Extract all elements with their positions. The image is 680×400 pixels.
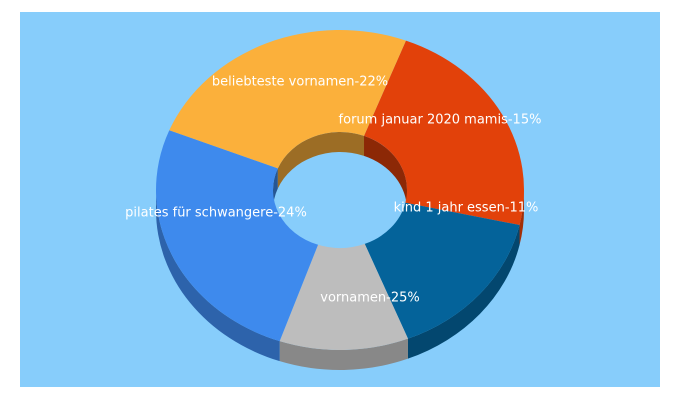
slice-sides [156,190,524,371]
inner-hole-wall [273,132,407,210]
slice-kind-1-jahr-essen [279,243,408,350]
slice-forum-januar-2020-mamis [364,202,520,339]
slice-pilates-f-r-schwangere [169,30,406,169]
slice-side-0 [519,190,524,246]
slice-label-4: pilates für schwangere-24% [125,206,307,221]
inner-wall-4 [277,132,365,189]
inner-wall-3 [273,168,278,210]
slice-labels: beliebteste vornamen-22% forum januar 202… [125,75,541,306]
slice-side-2 [279,338,408,371]
slice-beliebteste-vornamen [364,40,524,226]
slice-label-2: kind 1 jahr essen-11% [394,201,539,216]
slice-side-3 [156,190,280,362]
slice-tops [155,30,524,350]
inner-wall-0 [364,135,407,210]
slice-side-1 [407,225,520,359]
slice-vornamen [155,130,319,342]
slice-label-1: forum januar 2020 mamis-15% [339,113,542,128]
slice-label-3: vornamen-25% [320,291,419,306]
slice-label-0: beliebteste vornamen-22% [212,75,388,90]
